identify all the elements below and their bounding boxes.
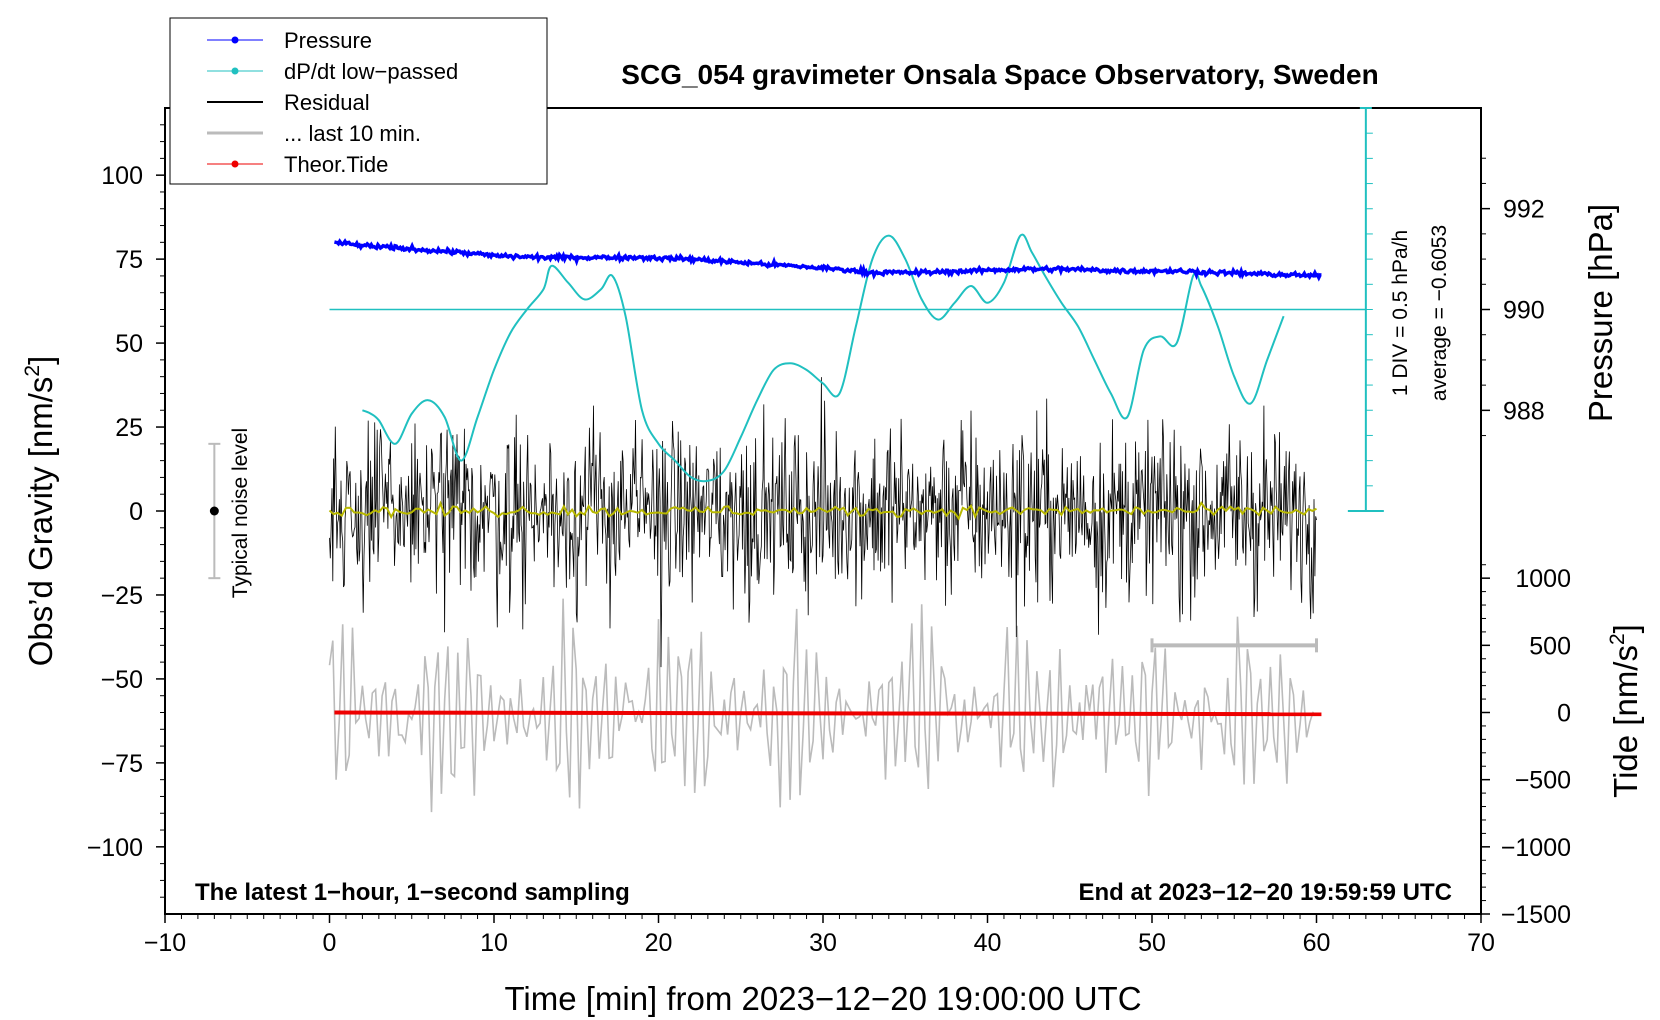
legend-label-dpdt: dP/dt low−passed xyxy=(284,59,458,84)
dpdt-curve xyxy=(362,233,1285,483)
tide-tick-label: 1000 xyxy=(1515,565,1571,593)
chart-title: SCG_054 gravimeter Onsala Space Observat… xyxy=(621,59,1378,90)
x-tick-label: 60 xyxy=(1303,929,1331,957)
last10-series xyxy=(328,598,1314,813)
noise-bar-dot xyxy=(209,506,219,516)
legend-swatch-tide-dot xyxy=(231,160,239,168)
tide-axis-title-end: ] xyxy=(1607,624,1644,633)
x-tick-label: 40 xyxy=(974,929,1002,957)
tide-axis-title-main: Tide [nm/s xyxy=(1607,645,1644,798)
legend-label-residual: Residual xyxy=(284,90,370,115)
pressure-tick-label: 990 xyxy=(1503,297,1545,325)
x-axis-title: Time [min] from 2023−12−20 19:00:00 UTC xyxy=(504,980,1141,1017)
pressure-tick-label: 992 xyxy=(1503,196,1545,224)
legend-label-last10: ... last 10 min. xyxy=(284,121,421,146)
y-left-tick-label: 25 xyxy=(115,414,143,442)
annotations xyxy=(208,107,1384,653)
annotation-end-time: End at 2023−12−20 19:59:59 UTC xyxy=(1078,879,1452,906)
y-left-tick-label: −75 xyxy=(101,750,143,778)
tide-tick-label: −500 xyxy=(1515,767,1571,795)
x-tick-label: 50 xyxy=(1138,929,1166,957)
y-left-tick-label: −25 xyxy=(101,582,143,610)
tide-tick-label: −1500 xyxy=(1501,901,1571,929)
y-left-tick-label: 100 xyxy=(101,162,143,190)
legend-label-tide: Theor.Tide xyxy=(284,152,388,177)
tide-tick-label: 0 xyxy=(1557,700,1571,728)
legend: Pressure dP/dt low−passed Residual ... l… xyxy=(169,17,548,185)
axes: −10 0 10 20 30 40 50 60 701007550250−25−50−75−10… xyxy=(87,124,1571,957)
left-axis-title-end: ] xyxy=(22,356,59,365)
x-tick-label: 20 xyxy=(645,929,673,957)
pressure-trace xyxy=(334,238,1322,282)
residual-mean-trace xyxy=(328,500,1317,521)
residual-mean-series xyxy=(328,500,1317,521)
legend-swatch-dpdt-dot xyxy=(231,67,239,75)
x-tick-label: 70 xyxy=(1467,929,1495,957)
y-left-tick-label: 75 xyxy=(115,246,143,274)
left-axis-title-main: Obs’d Gravity [nm/s xyxy=(22,377,59,667)
pressure-axis-title: Pressure [hPa] xyxy=(1582,204,1619,422)
residual-trace xyxy=(329,377,1317,668)
tide-tick-label: 500 xyxy=(1529,632,1571,660)
dpdt-div-label: 1 DIV = 0.5 hPa/h xyxy=(1389,230,1412,396)
tide-axis-title: Tide [nm/s2] xyxy=(1606,624,1644,798)
tide-tick-label: −1000 xyxy=(1501,834,1571,862)
annotation-sampling: The latest 1−hour, 1−second sampling xyxy=(195,879,630,906)
left-axis-title: Obs’d Gravity [nm/s2] xyxy=(21,356,59,667)
legend-swatch-pressure-dot xyxy=(231,36,239,44)
residual-series xyxy=(329,377,1317,668)
y-left-tick-label: 50 xyxy=(115,330,143,358)
pressure-tick-label: 988 xyxy=(1503,397,1545,425)
tide-axis-title-sup: 2 xyxy=(1606,633,1629,645)
x-tick-label: −10 xyxy=(144,929,186,957)
tide-series xyxy=(334,710,1322,717)
left-axis-title-sup: 2 xyxy=(21,365,44,377)
last10-trace xyxy=(328,598,1314,813)
x-tick-label: 0 xyxy=(323,929,337,957)
tide-trace xyxy=(334,710,1322,717)
dpdt-series xyxy=(329,233,1366,483)
dpdt-average-label: average = −0.6053 xyxy=(1428,225,1451,401)
pressure-series xyxy=(334,238,1322,282)
y-left-tick-label: −50 xyxy=(101,666,143,694)
y-left-tick-label: 0 xyxy=(129,498,143,526)
legend-label-pressure: Pressure xyxy=(284,28,372,53)
x-tick-label: 30 xyxy=(809,929,837,957)
y-left-tick-label: −100 xyxy=(87,834,143,862)
x-tick-label: 10 xyxy=(480,929,508,957)
noise-level-label: Typical noise level xyxy=(229,428,252,598)
